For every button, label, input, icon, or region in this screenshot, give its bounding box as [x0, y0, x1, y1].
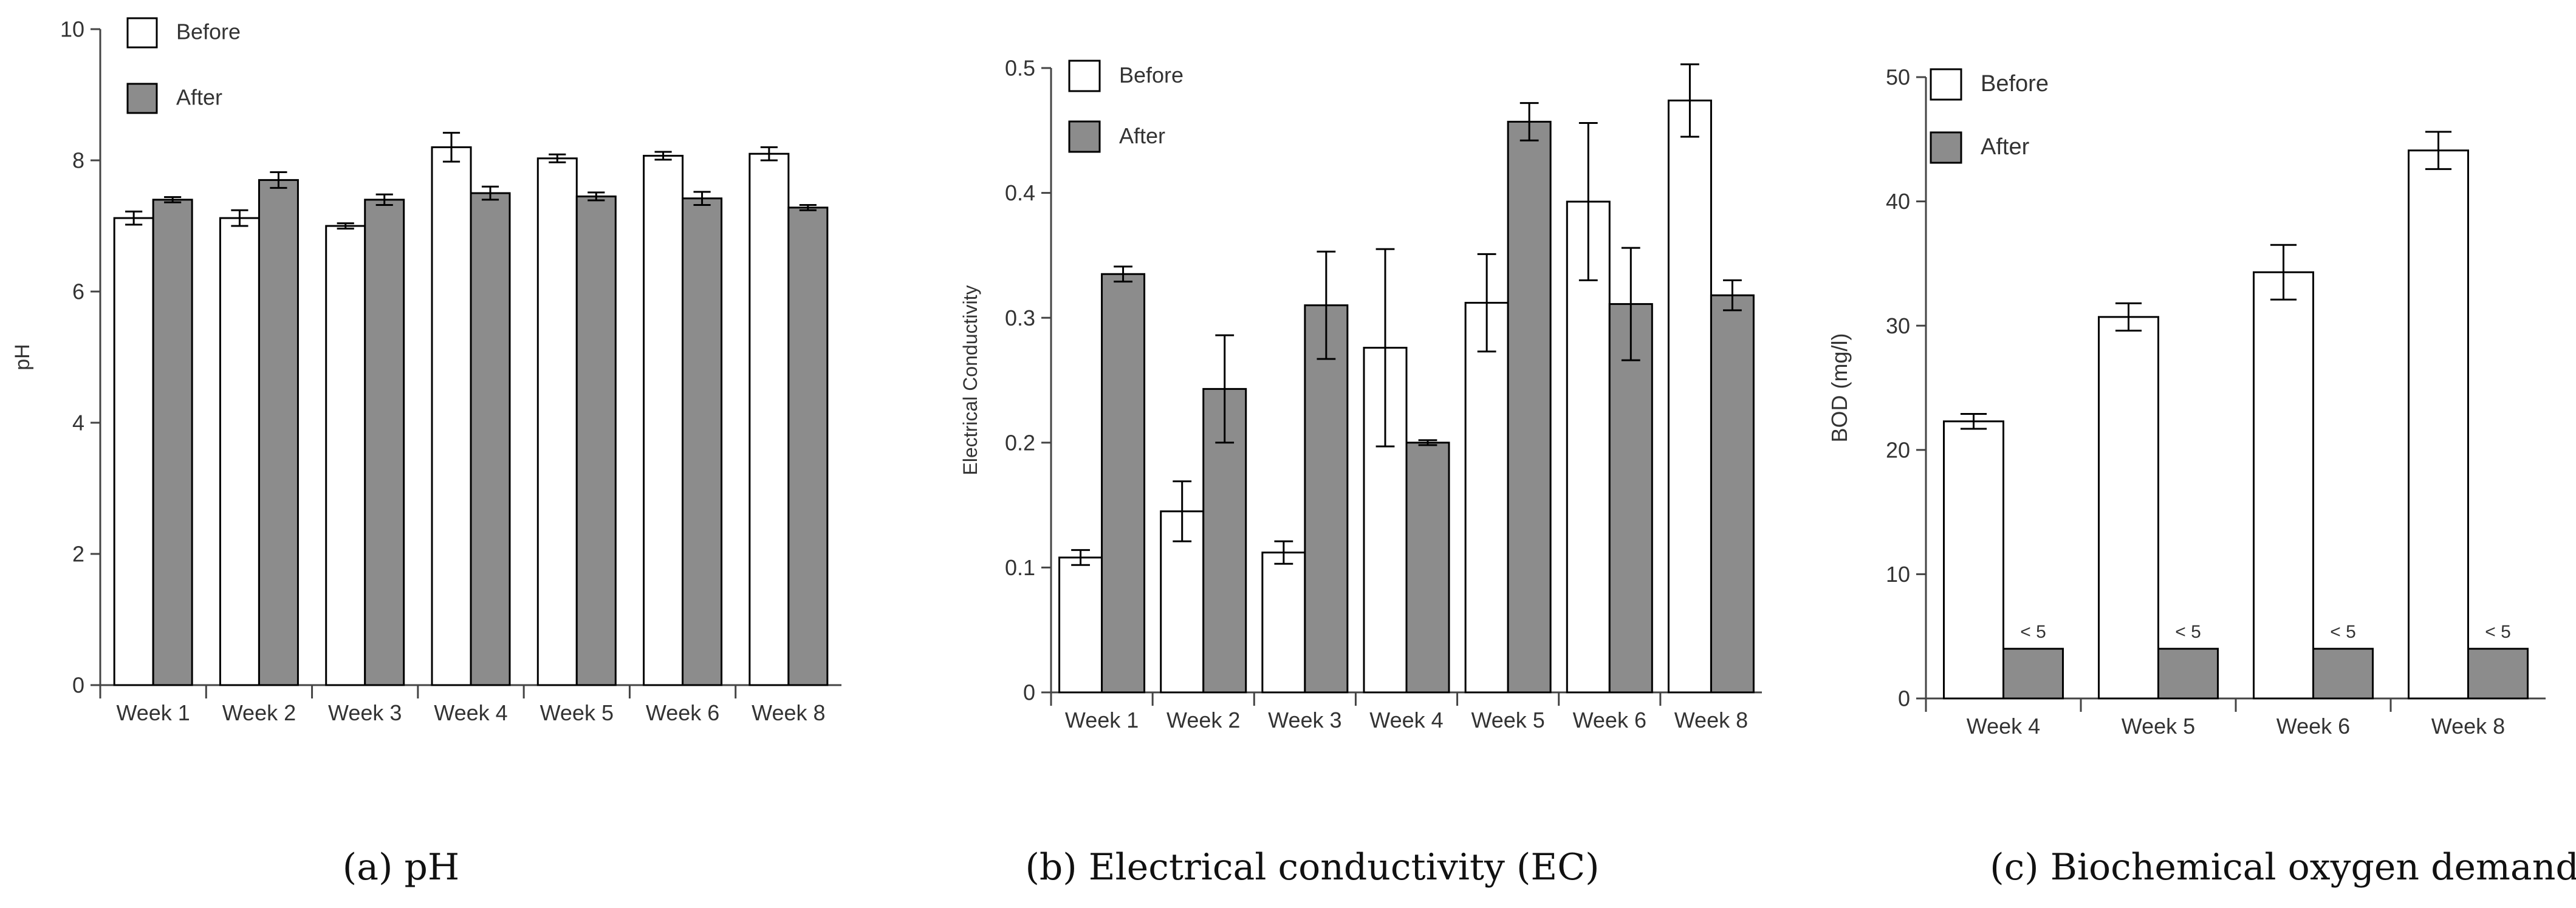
bar-before: [219, 217, 260, 686]
bar-before: [536, 157, 578, 686]
y-tick-label: 20: [1886, 437, 1910, 462]
caption-ph: (a) pH: [343, 846, 459, 889]
bar-after: [787, 207, 829, 686]
y-tick-label: 0.4: [1005, 180, 1035, 205]
x-tick-label: Week 5: [540, 700, 614, 725]
data-label: < 5: [2175, 622, 2201, 642]
caption-bod: (c) Biochemical oxygen demand: [1990, 846, 2576, 889]
bar-after: [1101, 273, 1146, 694]
bar-before: [1464, 302, 1509, 694]
y-tick-label: 50: [1886, 65, 1910, 90]
data-label: < 5: [2485, 622, 2511, 642]
bar-before: [1058, 556, 1103, 694]
y-tick-label: 0: [1023, 680, 1035, 705]
y-axis-label: Electrical Conductivity: [959, 285, 981, 476]
legend-label-before: Before: [1119, 63, 1184, 87]
bar-before: [2408, 149, 2469, 700]
x-tick-label: Week 6: [2276, 714, 2350, 739]
bar-before: [113, 217, 154, 686]
bar-before: [1667, 99, 1712, 694]
y-tick-label: 0.2: [1005, 430, 1035, 455]
y-tick-label: 2: [72, 542, 84, 567]
y-tick-label: 0.5: [1005, 56, 1035, 81]
legend-swatch-before: [126, 17, 158, 49]
bar-after: [1304, 304, 1349, 694]
bar-after: [682, 197, 723, 686]
bar-before: [325, 225, 366, 686]
legend-label-after: After: [1981, 134, 2030, 160]
bar-before: [2253, 271, 2314, 700]
x-tick-label: Week 1: [116, 700, 190, 725]
bar-after: [1710, 294, 1755, 694]
bar-after: [575, 195, 617, 686]
legend-swatch-after: [1930, 131, 1962, 164]
y-tick-label: 4: [72, 411, 84, 435]
bar-after: [364, 199, 405, 686]
bar-before: [431, 146, 472, 686]
bar-before: [1261, 551, 1306, 694]
chart-ec: 0 0.1 0.2 0.3 0.4 0.5 Electrical Conductivity W…: [959, 56, 1762, 732]
bar-after: [258, 179, 299, 686]
y-tick-label: 0: [72, 673, 84, 698]
data-label: < 5: [2330, 622, 2356, 642]
bar-after: [1608, 303, 1653, 694]
bar-after: [2312, 647, 2374, 700]
legend-label-before: Before: [1981, 71, 2049, 97]
x-tick-label: Week 8: [2431, 714, 2505, 739]
x-tick-label: Week 3: [1268, 708, 1341, 732]
x-tick-label: Week 6: [646, 700, 719, 725]
bar-after: [2467, 647, 2529, 700]
bar-before: [643, 154, 684, 686]
chart-bod: 0 10 20 30 40 50 BOD (mg/l) Week 4 < 5 Week 5 < 5 W…: [1827, 65, 2546, 739]
y-tick-label: 0.1: [1005, 555, 1035, 580]
y-tick-label: 0.3: [1005, 306, 1035, 330]
chart-ph: 0 2 4 6 8 10 pH Week 1 Week 2 Week 3 Week 4 Week 5 W…: [11, 17, 841, 725]
caption-ec: (b) Electrical conductivity (EC): [1025, 846, 1599, 889]
bar-before: [2098, 316, 2159, 700]
legend-swatch-before: [1930, 68, 1962, 101]
y-tick-label: 0: [1898, 686, 1910, 711]
x-tick-label: Week 5: [1471, 708, 1544, 732]
legend-swatch-after: [126, 83, 158, 114]
x-tick-label: Week 6: [1573, 708, 1646, 732]
legend-label-before: Before: [176, 19, 241, 44]
bar-before: [748, 152, 790, 686]
bar-after: [1405, 442, 1450, 694]
bar-after: [152, 199, 193, 686]
x-tick-label: Week 4: [1369, 708, 1443, 732]
y-tick-label: 30: [1886, 313, 1910, 338]
bar-after: [2157, 647, 2219, 700]
x-tick-label: Week 2: [222, 700, 296, 725]
legend-label-after: After: [176, 85, 222, 110]
x-tick-label: Week 1: [1065, 708, 1139, 732]
bar-after: [2002, 647, 2064, 700]
x-tick-label: Week 5: [2122, 714, 2195, 739]
y-axis-label: BOD (mg/l): [1827, 333, 1852, 443]
bar-before: [1566, 200, 1611, 694]
y-tick-label: 40: [1886, 189, 1910, 214]
x-tick-label: Week 4: [434, 700, 507, 725]
x-tick-label: Week 8: [752, 700, 825, 725]
data-label: < 5: [2020, 622, 2046, 642]
legend-swatch-before: [1068, 60, 1101, 92]
y-tick-label: 10: [1886, 562, 1910, 587]
y-tick-label: 8: [72, 148, 84, 173]
x-tick-label: Week 2: [1166, 708, 1240, 732]
y-tick-label: 10: [60, 17, 84, 42]
x-tick-label: Week 4: [1967, 714, 2040, 739]
y-axis-label: pH: [11, 344, 34, 370]
x-tick-label: Week 8: [1674, 708, 1748, 732]
bar-after: [1507, 120, 1552, 694]
y-tick-label: 6: [72, 279, 84, 304]
legend-swatch-after: [1068, 120, 1101, 153]
bar-before: [1943, 420, 2004, 700]
bar-after: [470, 192, 511, 686]
legend-label-after: After: [1119, 123, 1165, 148]
x-tick-label: Week 3: [328, 700, 402, 725]
